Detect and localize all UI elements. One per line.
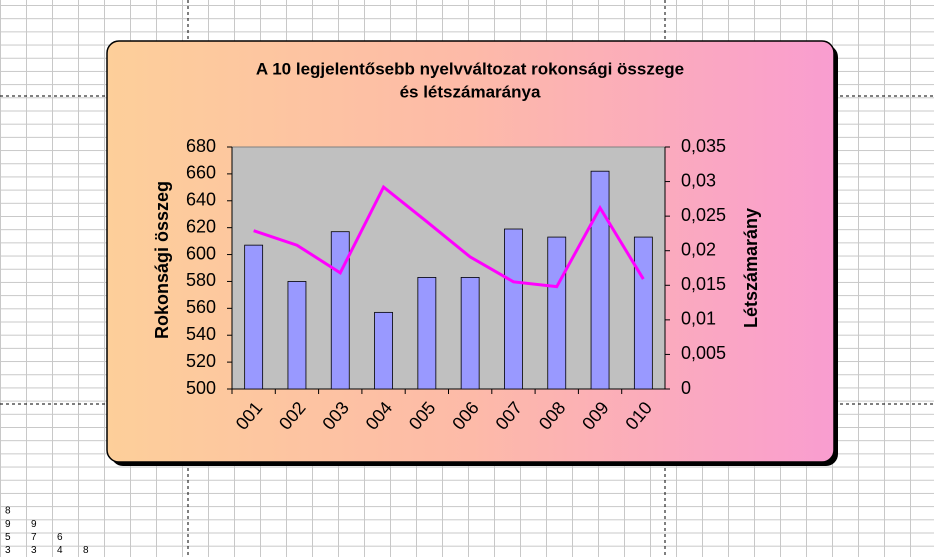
cell-value: 4	[57, 545, 63, 556]
cell-value: 5	[5, 532, 11, 543]
y2-tick-label: 0,01	[681, 309, 716, 329]
y-tick-label: 580	[186, 270, 216, 290]
y-tick-label: 660	[186, 163, 216, 183]
y-tick-label: 620	[186, 216, 216, 236]
y2-tick-label: 0,02	[681, 239, 716, 259]
y-tick-label: 600	[186, 243, 216, 263]
y2-tick-label: 0,025	[681, 205, 726, 225]
y2-tick-label: 0,03	[681, 170, 716, 190]
chart-title: A 10 legjelentősebb nyelvváltozat rokons…	[256, 59, 684, 78]
bar	[330, 231, 350, 390]
y2-tick-label: 0	[681, 378, 691, 398]
y2-tick-label: 0,015	[681, 274, 726, 294]
bar	[244, 244, 264, 390]
chart-title: és létszámaránya	[400, 82, 541, 101]
y2-tick-label: 0,035	[681, 136, 726, 156]
cell-value: 8	[5, 506, 11, 517]
y-tick-label: 520	[186, 351, 216, 371]
y-tick-label: 560	[186, 297, 216, 317]
cell-value: 9	[31, 519, 37, 530]
y-tick-label: 540	[186, 324, 216, 344]
bar	[504, 228, 523, 390]
y2-axis-title: Létszámarány	[741, 208, 761, 328]
y-tick-label: 640	[186, 190, 216, 210]
cell-value: 6	[57, 532, 63, 543]
cell-value: 3	[31, 545, 37, 556]
y-tick-label: 500	[186, 378, 216, 398]
bar	[374, 311, 393, 390]
y2-tick-label: 0,005	[681, 343, 726, 363]
bar	[633, 236, 653, 390]
cell-value: 8	[83, 545, 89, 556]
cell-value: 7	[31, 532, 37, 543]
line-series	[253, 184, 645, 289]
bar	[417, 277, 437, 390]
bar	[547, 236, 567, 390]
cell-value: 3	[5, 545, 11, 556]
bar	[590, 170, 610, 390]
y-axis-title: Rokonsági összeg	[152, 181, 172, 339]
bar	[287, 281, 307, 390]
cell-value: 9	[5, 519, 11, 530]
y-tick-label: 680	[186, 136, 216, 156]
bar	[460, 277, 480, 390]
